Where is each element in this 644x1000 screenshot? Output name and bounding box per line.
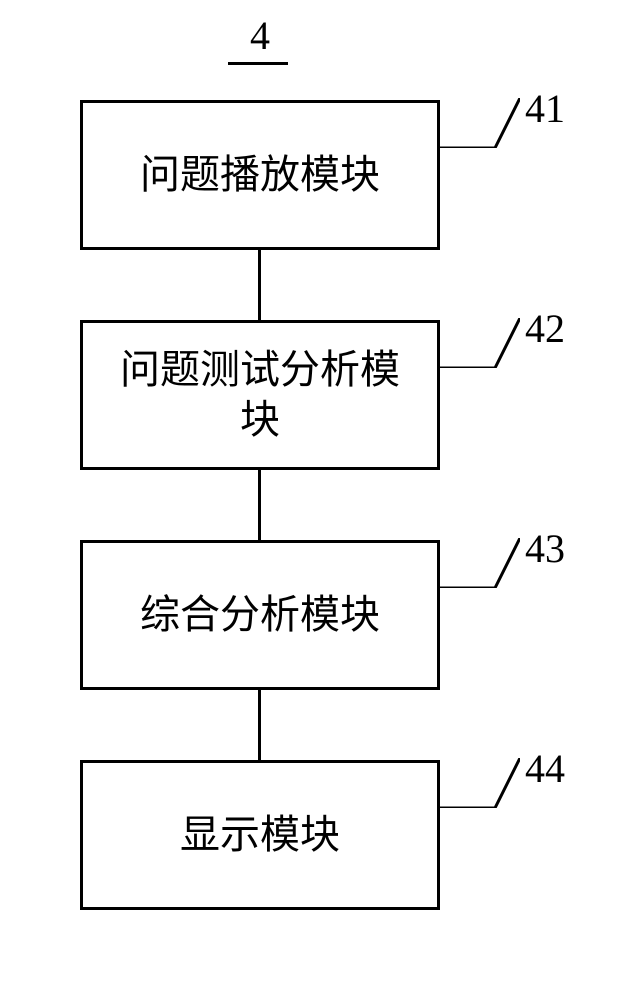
connector-42-43 [258, 470, 261, 540]
node-43-label: 综合分析模块 [140, 590, 380, 640]
connector-41-42 [258, 250, 261, 320]
diagram-title-text: 4 [250, 13, 270, 58]
connector-43-44 [258, 690, 261, 760]
node-42: 问题测试分析模 块 [80, 320, 440, 470]
ref-44: 44 [525, 745, 565, 792]
node-43: 综合分析模块 [80, 540, 440, 690]
ref-43-text: 43 [525, 526, 565, 571]
ref-43: 43 [525, 525, 565, 572]
ref-42: 42 [525, 305, 565, 352]
callout-41 [440, 98, 520, 148]
callout-42 [440, 318, 520, 368]
node-42-label: 问题测试分析模 块 [120, 345, 400, 445]
ref-41-text: 41 [525, 86, 565, 131]
node-41: 问题播放模块 [80, 100, 440, 250]
node-44: 显示模块 [80, 760, 440, 910]
callout-44 [440, 758, 520, 808]
node-44-label: 显示模块 [180, 810, 340, 860]
callout-43 [440, 538, 520, 588]
node-41-label: 问题播放模块 [140, 150, 380, 200]
ref-44-text: 44 [525, 746, 565, 791]
diagram-title: 4 [245, 12, 275, 59]
diagram-title-underline [228, 62, 288, 65]
ref-42-text: 42 [525, 306, 565, 351]
diagram-canvas: 4 问题播放模块 41 问题测试分析模 块 42 综合分析模块 43 [0, 0, 644, 1000]
ref-41: 41 [525, 85, 565, 132]
